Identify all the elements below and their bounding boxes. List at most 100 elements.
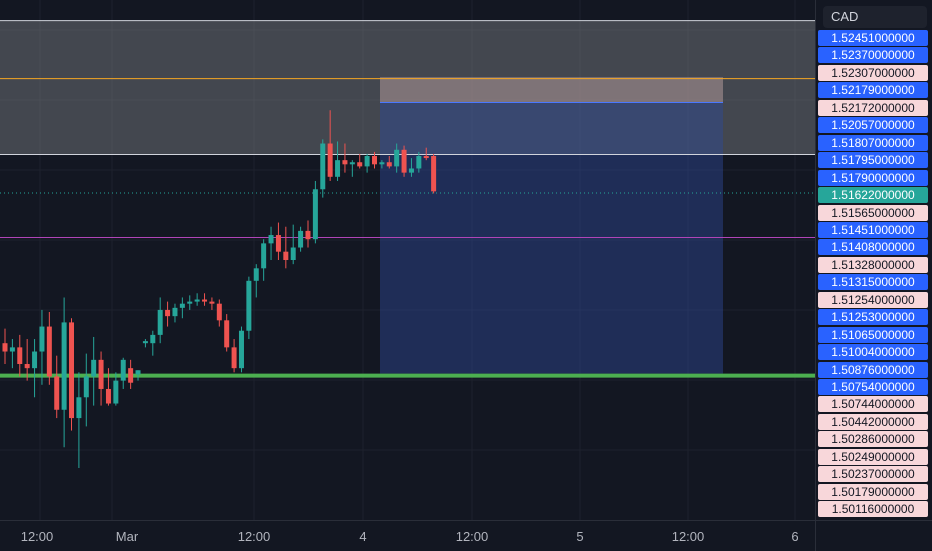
candle-body — [69, 322, 75, 419]
price-label: 1.50744000000 — [818, 396, 928, 413]
time-label: Mar — [115, 529, 139, 544]
candle-body — [150, 334, 156, 344]
time-label: 12:00 — [237, 529, 271, 544]
candle-body — [283, 251, 289, 260]
candle-body — [39, 326, 45, 352]
price-label: 1.50237000000 — [818, 466, 928, 483]
price-label: 1.51315000000 — [818, 274, 928, 291]
candle-body — [194, 299, 200, 302]
candle-body — [290, 247, 296, 260]
candle-body — [364, 156, 370, 167]
candle-body — [54, 376, 60, 410]
price-label: 1.52179000000 — [818, 82, 928, 99]
candle-body — [172, 307, 178, 317]
candle-body — [76, 397, 82, 419]
candle-body — [268, 235, 274, 244]
time-label: 12:00 — [20, 529, 54, 544]
resistance-zone — [0, 20, 815, 155]
candle-body — [379, 162, 385, 165]
candle-body — [238, 330, 244, 369]
price-label: 1.52057000000 — [818, 117, 928, 134]
candle-body — [128, 368, 134, 383]
time-label: 12:00 — [671, 529, 705, 544]
candle-body — [305, 230, 311, 240]
candle-body — [2, 343, 8, 352]
currency-button[interactable]: CAD — [823, 6, 927, 28]
price-label: 1.50876000000 — [818, 361, 928, 378]
price-label: 1.50286000000 — [818, 431, 928, 448]
candle-body — [312, 189, 318, 240]
candle-body — [357, 162, 363, 167]
candle-body — [179, 303, 185, 308]
candle-body — [157, 309, 163, 335]
candle-body — [408, 168, 414, 173]
price-label: 1.50754000000 — [818, 379, 928, 395]
candle-body — [394, 149, 400, 167]
price-label: 1.51565000000 — [818, 204, 928, 221]
price-label: 1.51622000000 — [818, 187, 928, 204]
candle-body — [120, 359, 126, 381]
candle-body — [423, 156, 429, 159]
price-chart[interactable] — [0, 0, 815, 520]
candle-body — [320, 143, 326, 190]
price-label: 1.50116000000 — [818, 501, 928, 518]
candle-body — [327, 143, 333, 177]
price-label: 1.52172000000 — [818, 99, 928, 116]
price-label: 1.51328000000 — [818, 256, 928, 273]
candle-body — [335, 160, 341, 177]
candle-body — [61, 322, 67, 410]
price-label: 1.51254000000 — [818, 291, 928, 308]
axis-corner — [815, 520, 932, 551]
price-label: 1.52370000000 — [818, 47, 928, 64]
candle-body — [142, 341, 148, 344]
candle-body — [253, 268, 259, 281]
time-axis[interactable]: 12:00 Mar 12:00 4 12:00 5 12:00 6 — [0, 520, 815, 551]
price-label: 1.51790000000 — [818, 169, 928, 186]
price-label: 1.51451000000 — [818, 221, 928, 238]
price-label: 1.52451000000 — [818, 30, 928, 46]
candle-body — [216, 303, 222, 321]
candle-body — [83, 376, 89, 398]
candle-body — [187, 301, 193, 304]
price-label: 1.51807000000 — [818, 134, 928, 151]
candle-body — [401, 149, 407, 173]
candle-body — [261, 243, 267, 269]
price-label: 1.51253000000 — [818, 309, 928, 326]
time-label: 12:00 — [455, 529, 489, 544]
candle-body — [386, 162, 392, 167]
candle-body — [113, 380, 119, 404]
price-label: 1.51795000000 — [818, 152, 928, 169]
time-label: 5 — [576, 529, 584, 544]
candle-body — [231, 347, 237, 369]
candle-body — [91, 359, 97, 377]
price-label: 1.51004000000 — [818, 344, 928, 361]
candle-body — [135, 370, 141, 375]
candle-body — [32, 351, 38, 369]
price-label: 1.50442000000 — [818, 413, 928, 430]
candle-body — [46, 326, 52, 377]
candle-body — [298, 230, 304, 248]
candle-body — [165, 309, 171, 317]
candle-body — [98, 359, 104, 389]
stop-loss-zone — [380, 77, 723, 103]
price-label: 1.51408000000 — [818, 239, 928, 256]
candle-body — [9, 347, 15, 352]
candle-body — [431, 156, 437, 192]
price-label: 1.51065000000 — [818, 326, 928, 343]
candle-body — [17, 347, 23, 364]
price-scale[interactable]: CAD 1.52451000000 1.52370000000 1.52307000… — [815, 0, 932, 520]
candle-body — [105, 388, 111, 404]
candle-body — [342, 160, 348, 165]
candle-body — [416, 156, 422, 169]
candle-body — [202, 299, 208, 302]
candle-body — [246, 280, 252, 331]
candle-body — [372, 156, 377, 165]
price-label: 1.50249000000 — [818, 448, 928, 465]
take-profit-zone — [380, 102, 723, 374]
candle-body — [24, 364, 30, 369]
time-label: 6 — [791, 529, 799, 544]
candle-body — [275, 235, 281, 252]
candle-body — [224, 320, 230, 348]
time-label: 4 — [359, 529, 367, 544]
price-label: 1.50179000000 — [818, 483, 928, 500]
